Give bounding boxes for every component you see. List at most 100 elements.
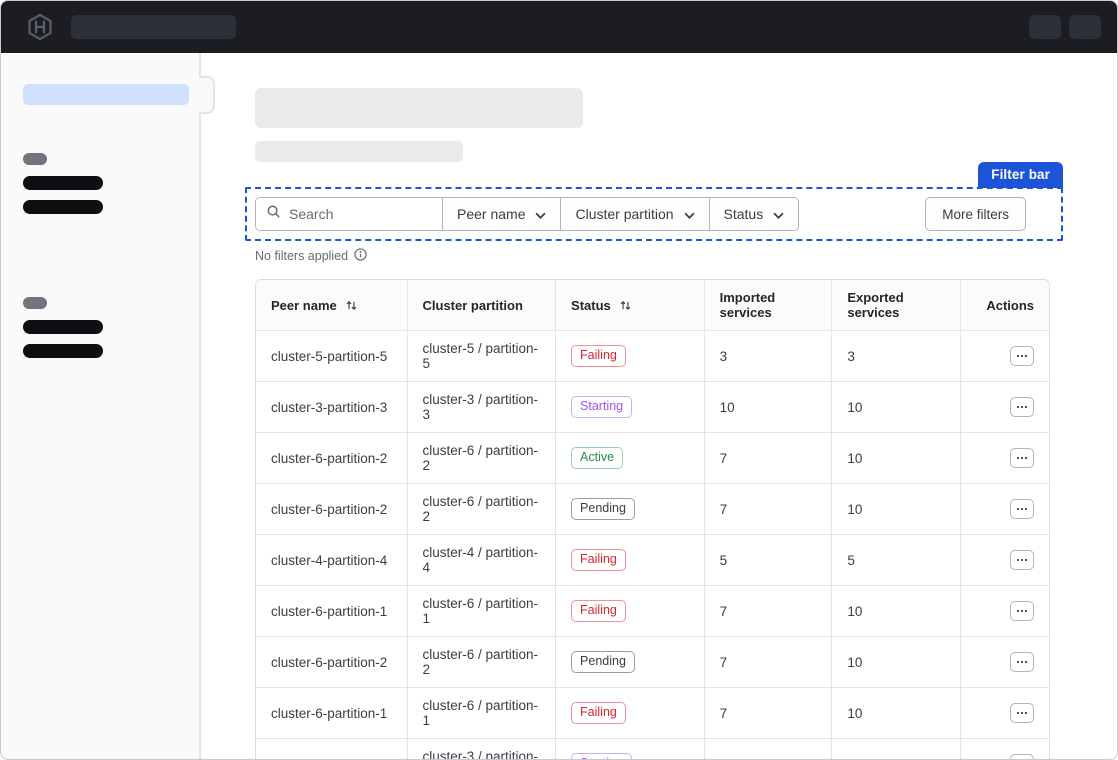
cell-exported-services: 10 bbox=[831, 636, 961, 687]
cell-cluster-partition: cluster-6 / partition-2 bbox=[406, 636, 556, 687]
cell-cluster-partition: cluster-3 / partition-3 bbox=[406, 738, 556, 759]
status-badge: Pending bbox=[571, 497, 635, 521]
filter-dropdown-peer-name[interactable]: Peer name bbox=[442, 198, 561, 230]
search-box[interactable] bbox=[256, 198, 442, 230]
row-actions-button[interactable] bbox=[1010, 346, 1034, 366]
cell-peer-name: cluster-6-partition-1 bbox=[256, 687, 407, 738]
cell-actions bbox=[960, 432, 1049, 483]
cell-imported-services: 5 bbox=[703, 534, 832, 585]
cell-cluster-partition: cluster-6 / partition-2 bbox=[406, 432, 556, 483]
sidebar-item-skeleton[interactable] bbox=[23, 176, 103, 190]
cell-status: Active bbox=[555, 432, 704, 483]
row-actions-button[interactable] bbox=[1010, 652, 1034, 672]
filter-status: No filters applied bbox=[255, 248, 1117, 264]
cell-imported-services: 7 bbox=[703, 585, 832, 636]
cell-cluster-partition: cluster-6 / partition-1 bbox=[406, 687, 556, 738]
table-row: cluster-3-partition-3 cluster-3 / partit… bbox=[256, 381, 1049, 432]
cell-exported-services: 10 bbox=[831, 687, 961, 738]
cell-status: Failing bbox=[555, 534, 704, 585]
cell-actions bbox=[960, 483, 1049, 534]
column-header-status[interactable]: Status bbox=[555, 280, 704, 330]
hashicorp-logo-icon bbox=[23, 10, 57, 44]
table-row: cluster-6-partition-2 cluster-6 / partit… bbox=[256, 432, 1049, 483]
row-actions-button[interactable] bbox=[1010, 703, 1034, 723]
cell-status: Failing bbox=[555, 585, 704, 636]
cell-exported-services: 10 bbox=[831, 483, 961, 534]
column-header-imported-services[interactable]: Imported services bbox=[703, 280, 832, 330]
sidebar-section-label-skeleton bbox=[23, 297, 47, 309]
filter-dropdown-cluster-partition[interactable]: Cluster partition bbox=[560, 198, 709, 230]
cell-exported-services: 10 bbox=[831, 381, 961, 432]
filter-group: Peer name Cluster partition bbox=[255, 197, 800, 231]
column-label: Cluster partition bbox=[422, 297, 523, 313]
top-nav bbox=[1, 1, 1117, 53]
cell-imported-services: 7 bbox=[703, 483, 832, 534]
search-icon bbox=[266, 204, 281, 224]
cell-status: Starting bbox=[555, 381, 704, 432]
sidebar-item-skeleton[interactable] bbox=[23, 344, 103, 358]
status-badge: Failing bbox=[571, 548, 626, 572]
sidebar-section-label-skeleton bbox=[23, 153, 47, 165]
table-body: cluster-5-partition-5 cluster-5 / partit… bbox=[256, 330, 1049, 759]
cell-imported-services: 10 bbox=[703, 381, 832, 432]
filter-dropdown-label: Status bbox=[723, 206, 764, 222]
cell-cluster-partition: cluster-6 / partition-2 bbox=[406, 483, 556, 534]
row-actions-button[interactable] bbox=[1010, 448, 1034, 468]
status-badge: Failing bbox=[571, 344, 626, 368]
filter-dropdown-label: Cluster partition bbox=[575, 206, 674, 222]
chevron-down-icon bbox=[773, 206, 784, 222]
table-row: cluster-5-partition-5 cluster-5 / partit… bbox=[256, 330, 1049, 381]
table-row: cluster-4-partition-4 cluster-4 / partit… bbox=[256, 534, 1049, 585]
cell-imported-services: 3 bbox=[703, 330, 832, 381]
cell-exported-services: 5 bbox=[831, 534, 961, 585]
cell-peer-name: cluster-3-partition-3 bbox=[256, 381, 407, 432]
nav-search-skeleton[interactable] bbox=[71, 15, 236, 39]
more-filters-button[interactable]: More filters bbox=[925, 197, 1026, 231]
column-label: Exported services bbox=[847, 290, 904, 320]
column-label: Imported services bbox=[719, 290, 776, 320]
sidebar-collapse-handle[interactable] bbox=[199, 76, 215, 114]
column-header-actions: Actions bbox=[960, 280, 1049, 330]
sidebar-active-item-skeleton[interactable] bbox=[23, 84, 189, 105]
table-row: cluster-6-partition-2 cluster-6 / partit… bbox=[256, 483, 1049, 534]
column-label: Status bbox=[571, 297, 611, 313]
nav-action-skeleton-2[interactable] bbox=[1069, 15, 1101, 39]
column-header-peer-name[interactable]: Peer name bbox=[256, 280, 407, 330]
column-label: Actions bbox=[986, 297, 1034, 313]
sidebar-item-skeleton[interactable] bbox=[23, 200, 103, 214]
nav-action-skeleton-1[interactable] bbox=[1029, 15, 1061, 39]
row-actions-button[interactable] bbox=[1010, 601, 1034, 621]
sidebar bbox=[1, 53, 215, 759]
cell-actions bbox=[960, 381, 1049, 432]
page-title-skeleton bbox=[255, 88, 583, 128]
row-actions-button[interactable] bbox=[1010, 550, 1034, 570]
row-actions-button[interactable] bbox=[1010, 397, 1034, 417]
status-badge: Starting bbox=[571, 395, 633, 419]
cell-exported-services: 10 bbox=[831, 738, 961, 759]
search-input[interactable] bbox=[289, 206, 432, 222]
sort-icon[interactable] bbox=[619, 299, 632, 312]
cell-status: Failing bbox=[555, 687, 704, 738]
cell-cluster-partition: cluster-3 / partition-3 bbox=[406, 381, 556, 432]
sort-icon[interactable] bbox=[345, 299, 358, 312]
cell-actions bbox=[960, 636, 1049, 687]
column-header-exported-services[interactable]: Exported services bbox=[831, 280, 961, 330]
cell-peer-name: cluster-4-partition-4 bbox=[256, 534, 407, 585]
info-icon[interactable] bbox=[354, 248, 367, 264]
status-badge: Starting bbox=[571, 752, 633, 759]
cell-exported-services: 3 bbox=[831, 330, 961, 381]
cell-cluster-partition: cluster-6 / partition-1 bbox=[406, 585, 556, 636]
row-actions-button[interactable] bbox=[1010, 499, 1034, 519]
column-header-cluster-partition[interactable]: Cluster partition bbox=[406, 280, 556, 330]
column-label: Peer name bbox=[271, 297, 337, 313]
cell-actions bbox=[960, 330, 1049, 381]
cell-peer-name: cluster-6-partition-2 bbox=[256, 483, 407, 534]
cell-actions bbox=[960, 738, 1049, 759]
cell-exported-services: 10 bbox=[831, 585, 961, 636]
row-actions-button[interactable] bbox=[1010, 754, 1034, 759]
table-row: cluster-6-partition-2 cluster-6 / partit… bbox=[256, 636, 1049, 687]
sidebar-item-skeleton[interactable] bbox=[23, 320, 103, 334]
table-header-row: Peer name Cluster partition bbox=[256, 280, 1049, 330]
filter-dropdown-status[interactable]: Status bbox=[708, 198, 799, 230]
